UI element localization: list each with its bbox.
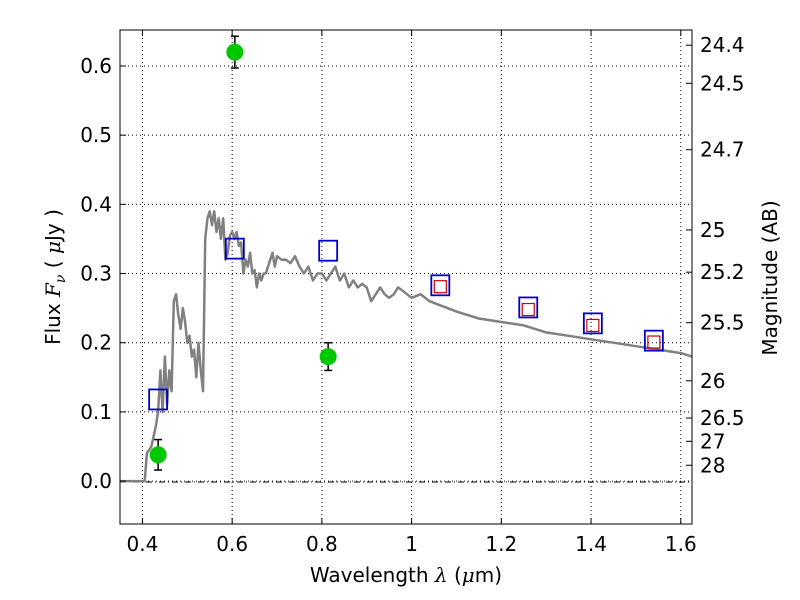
x-tick-label: 0.4 xyxy=(127,532,159,556)
x-tick-label: 1 xyxy=(405,532,418,556)
model-flux-square xyxy=(518,296,539,319)
y-tick-label: 0.6 xyxy=(80,54,112,78)
model-flux-square xyxy=(643,329,664,352)
model-flux-square xyxy=(148,388,169,411)
observed-flux-point xyxy=(226,43,244,61)
y-tick-label: 0.5 xyxy=(80,123,112,147)
grid xyxy=(120,30,692,524)
model-flux-square xyxy=(582,312,603,335)
y-tick-label: 0.0 xyxy=(80,469,112,493)
ticks xyxy=(120,30,692,524)
x-tick-label: 0.8 xyxy=(306,532,338,556)
x-tick-label: 1.2 xyxy=(485,532,517,556)
y2-tick-label: 28 xyxy=(700,453,725,477)
observed-flux-point xyxy=(149,446,167,464)
observed-flux-point xyxy=(319,348,337,366)
model-spectrum-line xyxy=(120,210,693,483)
y2-tick-label: 27 xyxy=(700,429,725,453)
y2-tick-label: 25.2 xyxy=(700,260,745,284)
y2-tick-label: 24.4 xyxy=(700,33,745,57)
y-tick-label: 0.3 xyxy=(80,262,112,286)
model-flux-square-red xyxy=(521,302,535,317)
model-flux-square xyxy=(224,237,245,260)
y-tick-label: 0.1 xyxy=(80,400,112,424)
plot-frame xyxy=(119,29,693,525)
y-tick-label: 0.2 xyxy=(80,331,112,355)
tick-labels: 0.4 0.6 0.8 1 1.2 1.4 1.6 0.0 0.1 0.2 0.3 0.4 0.5 0.6… xyxy=(80,33,744,556)
y-axis-label: Flux Fν ( μJy ) xyxy=(41,209,69,345)
model-flux-square-red xyxy=(433,280,447,294)
x-tick-label: 1.6 xyxy=(665,532,697,556)
y2-tick-label: 24.7 xyxy=(700,138,745,162)
model-flux-square xyxy=(430,274,451,297)
y2-axis-label: Magnitude (AB) xyxy=(758,200,782,355)
y2-tick-label: 25 xyxy=(700,218,725,242)
points-layer xyxy=(148,35,664,471)
model-flux-square-red xyxy=(586,318,600,333)
y2-tick-label: 24.5 xyxy=(700,71,745,95)
x-axis-label: Wavelength λ (μm) xyxy=(310,563,502,587)
y2-tick-label: 26.5 xyxy=(700,406,745,430)
x-tick-label: 0.6 xyxy=(216,532,248,556)
y2-tick-label: 26 xyxy=(700,369,725,393)
x-tick-label: 1.4 xyxy=(575,532,607,556)
y2-tick-label: 25.5 xyxy=(700,311,745,335)
y-tick-label: 0.4 xyxy=(80,192,112,216)
spectrum-layer xyxy=(120,210,693,483)
model-flux-square xyxy=(318,239,339,262)
model-flux-square-red xyxy=(647,335,661,349)
